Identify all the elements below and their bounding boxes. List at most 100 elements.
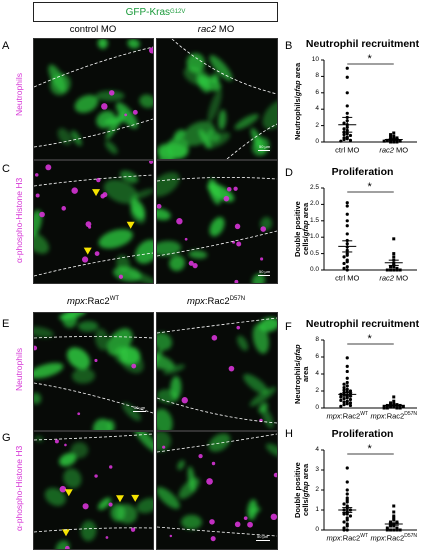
data-point	[342, 137, 346, 142]
panel-letter-a: A	[2, 40, 10, 52]
data-point	[345, 104, 349, 108]
gfp-signal	[157, 332, 173, 351]
row-label-ph3-bottom: α-phospho-Histone H3	[14, 445, 24, 531]
magenta-cell	[260, 226, 267, 232]
scale-bar-label-c: 50 µm	[259, 269, 271, 274]
data-point	[342, 121, 346, 125]
gfp-signal	[116, 503, 138, 524]
gfp-signal	[63, 468, 82, 489]
arrowhead-marker	[61, 529, 70, 537]
column-label-mpx-rac2-d57n: mpx:Rac2D57N	[186, 296, 246, 308]
data-point	[345, 466, 349, 470]
magenta-cell	[162, 445, 166, 449]
gfp-signal	[157, 487, 180, 509]
tissue-boundary	[157, 177, 277, 182]
gfp-signal	[157, 352, 175, 370]
tissue-boundary	[34, 46, 153, 88]
panel-letter-h: H	[285, 428, 293, 440]
chart-plot	[321, 339, 417, 410]
gfp-signal	[157, 432, 172, 452]
y-tick-label: 1.0	[309, 233, 319, 241]
magenta-cell	[124, 113, 128, 117]
gfp-signal	[71, 130, 82, 146]
panel-letter-e: E	[2, 318, 10, 330]
data-point	[392, 395, 396, 399]
column-label-control-mo: control MO	[69, 24, 117, 35]
data-point	[345, 380, 349, 385]
magenta-cell	[45, 164, 52, 171]
significance-star: *	[367, 443, 372, 455]
scale-bar-e	[133, 411, 146, 412]
data-point	[385, 526, 389, 530]
arrowhead-marker	[64, 489, 73, 497]
gfp-signal	[234, 113, 259, 130]
gfp-signal	[34, 326, 54, 338]
gfp-signal	[59, 452, 77, 467]
panel-letter-c: C	[2, 163, 10, 175]
data-point	[389, 133, 393, 137]
magenta-cell	[61, 206, 67, 211]
magenta-cell	[82, 503, 89, 510]
gfp-signal	[103, 179, 138, 204]
scale-bar-label-e: 50 µm	[134, 405, 146, 410]
micrograph-image	[34, 432, 153, 549]
magenta-cell	[260, 257, 264, 261]
magenta-cell	[108, 90, 115, 96]
data-point	[339, 398, 343, 402]
data-point	[345, 268, 349, 272]
data-point	[342, 520, 346, 524]
gfp-signal	[157, 208, 171, 221]
tissue-boundary	[34, 433, 153, 441]
gfp-signal	[95, 328, 109, 351]
magenta-cell	[181, 397, 188, 404]
data-point	[339, 139, 343, 143]
data-point	[342, 266, 346, 270]
data-point	[392, 265, 396, 269]
micrograph-image	[157, 39, 277, 159]
magenta-cell	[94, 358, 98, 363]
y-tick-label: 2.5	[309, 184, 319, 191]
data-point	[348, 514, 353, 518]
data-point	[339, 404, 343, 408]
data-point	[389, 268, 393, 272]
magenta-cell	[77, 412, 81, 416]
chart-title: Neutrophil recruitment	[305, 38, 420, 50]
y-tick-label: 0	[315, 404, 319, 411]
data-point	[345, 492, 349, 496]
data-point	[345, 219, 349, 223]
data-point	[345, 232, 349, 236]
magenta-cell	[234, 279, 239, 283]
y-tick-label: 1.5	[309, 216, 319, 224]
x-category-label: rac2 MO	[379, 145, 409, 155]
micrograph-g-wt	[33, 431, 154, 550]
data-point	[348, 401, 353, 405]
data-point	[382, 139, 386, 143]
gfp-signal	[209, 217, 225, 237]
magenta-cell	[234, 223, 241, 230]
magenta-cell	[85, 221, 92, 228]
x-category-label: ctrl MO	[335, 273, 360, 283]
data-point	[398, 528, 402, 532]
magenta-cell	[118, 274, 124, 279]
magenta-cell	[148, 47, 153, 54]
data-point	[395, 136, 399, 140]
gfp-signal	[77, 320, 99, 332]
data-point	[348, 403, 353, 408]
data-point	[392, 518, 396, 522]
y-tick-label: 8	[315, 336, 319, 343]
arrowhead-marker	[131, 494, 140, 502]
magenta-cell	[228, 365, 235, 372]
data-point	[389, 265, 393, 269]
gfp-signal	[98, 229, 133, 249]
data-point	[342, 133, 346, 137]
gfp-signal	[57, 128, 72, 145]
data-point	[345, 132, 349, 136]
magenta-cell	[273, 472, 277, 478]
panel-letter-g: G	[2, 432, 11, 444]
gfp-signal	[135, 239, 153, 264]
gfp-signal	[122, 402, 141, 421]
row-label-ph3-top: α-phospho-Histone H3	[14, 177, 24, 263]
gfp-signal	[119, 346, 141, 366]
magenta-cell	[236, 325, 241, 330]
gfp-signal	[265, 443, 277, 457]
